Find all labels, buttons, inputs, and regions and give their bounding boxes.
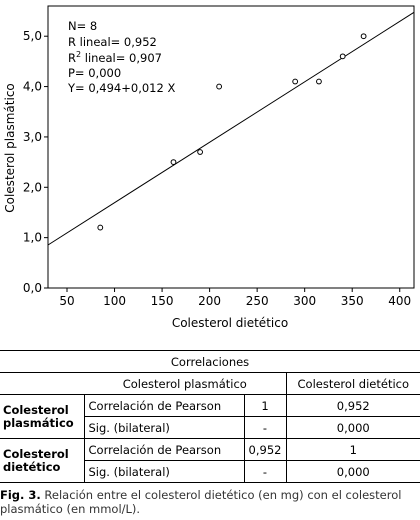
col-header-dietetico: Colesterol dietético (285, 372, 420, 395)
y-axis-label: Colesterol plasmático (3, 83, 17, 213)
row-group-dietetico: Colesterol dietético (0, 438, 84, 483)
data-point (97, 224, 104, 231)
correlations-table: Correlaciones Colesterol plasmático Cole… (0, 350, 420, 483)
cell-value: 0,000 (285, 416, 420, 439)
cell-value: 0,952 (243, 438, 286, 461)
annotation-r2-suffix: lineal= 0,907 (81, 51, 162, 65)
caption-text: Relación entre el colesterol dietético (… (0, 488, 402, 516)
row-label-sig: Sig. (bilateral) (83, 416, 244, 439)
cell-value: 0,000 (285, 460, 420, 483)
plot-frame (47, 5, 415, 289)
stats-annotation: N= 8 R lineal= 0,952 R2 lineal= 0,907 P=… (67, 19, 175, 95)
annotation-r2: R2 lineal= 0,907 (68, 50, 162, 65)
cell-value: - (243, 460, 286, 483)
row-label-pearson: Correlación de Pearson (83, 394, 244, 417)
x-tick-label: 350 (341, 294, 364, 308)
y-tick-label: 3,0 (23, 130, 42, 144)
y-tick-label: 1,0 (23, 231, 42, 245)
col-header-plasmatico: Colesterol plasmático (84, 372, 286, 395)
table-corner (0, 372, 84, 395)
data-point (197, 149, 204, 155)
x-tick-label: 300 (293, 294, 316, 308)
cell-value: 1 (243, 394, 286, 417)
cell-value: - (243, 416, 286, 439)
x-tick-label: 400 (388, 294, 411, 308)
caption-label: Fig. 3. (0, 488, 41, 502)
annotation-p: P= 0,000 (68, 66, 121, 80)
data-point (170, 159, 177, 166)
scatter-chart: 0,0 1,0 2,0 3,0 4,0 5,0 50 100 150 200 250 300 350 4… (3, 5, 415, 330)
y-axis: 0,0 1,0 2,0 3,0 4,0 5,0 (23, 29, 48, 295)
data-point (339, 53, 346, 60)
data-point (316, 78, 322, 85)
annotation-r2-sup: 2 (76, 50, 81, 59)
x-tick-label: 50 (59, 294, 74, 308)
x-tick-label: 200 (198, 294, 221, 308)
data-points (97, 33, 367, 231)
x-tick-label: 150 (151, 294, 174, 308)
cell-value: 1 (285, 438, 420, 461)
y-tick-label: 5,0 (23, 29, 42, 43)
row-label-sig: Sig. (bilateral) (83, 460, 244, 483)
y-tick-label: 0,0 (23, 281, 42, 295)
x-tick-label: 250 (246, 294, 269, 308)
annotation-n: N= 8 (68, 19, 97, 33)
x-axis-label: Colesterol dietético (172, 316, 288, 330)
row-group-plasmatico: Colesterol plasmático (0, 394, 84, 439)
annotation-r2-prefix: R (68, 51, 76, 65)
annotation-r: R lineal= 0,952 (68, 35, 157, 49)
x-tick-label: 100 (103, 294, 126, 308)
annotation-equation: Y= 0,494+0,012 X (67, 81, 175, 95)
regression-line (47, 11, 415, 246)
cell-value: 0,952 (285, 394, 420, 417)
data-point (216, 83, 223, 90)
y-tick-label: 4,0 (23, 80, 42, 94)
y-tick-label: 2,0 (23, 180, 42, 194)
figure-caption: Fig. 3. Relación entre el colesterol die… (0, 488, 420, 516)
row-label-pearson: Correlación de Pearson (83, 438, 244, 461)
x-axis: 50 100 150 200 250 300 350 400 (59, 288, 411, 308)
data-point (360, 33, 367, 40)
table-title: Correlaciones (0, 350, 420, 373)
data-point (292, 78, 299, 85)
